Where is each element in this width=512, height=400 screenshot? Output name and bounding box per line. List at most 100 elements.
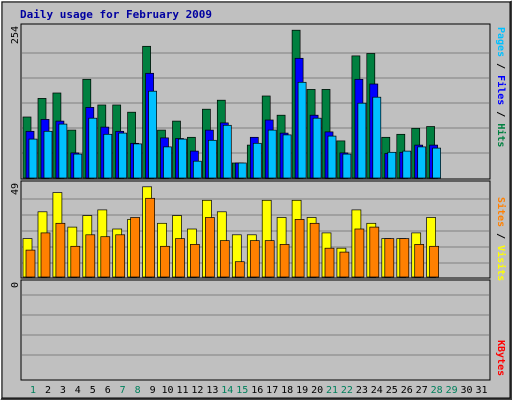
day-label: 29 (446, 385, 458, 396)
day-label: 23 (356, 385, 368, 396)
panel-border (20, 180, 491, 279)
pages-bar (208, 139, 217, 179)
pages-bar (163, 146, 172, 179)
sites-bar (70, 245, 81, 278)
day-label: 28 (431, 385, 443, 396)
sites-bar (85, 234, 96, 278)
day-label: 27 (416, 385, 428, 396)
sites-bar (130, 217, 140, 278)
day-label: 19 (296, 385, 308, 396)
sites-bar (205, 217, 215, 278)
pages-bar (193, 160, 202, 179)
sites-bar (190, 244, 200, 278)
sites-bar (175, 238, 185, 278)
pages-bar (252, 142, 262, 179)
day-label: 26 (401, 385, 413, 396)
legend-entry: / (495, 57, 506, 75)
day-label: 1 (30, 385, 36, 396)
sites-bar (40, 232, 51, 278)
pages-bar (148, 90, 157, 179)
day-label: 7 (120, 385, 126, 396)
pages-bar (73, 153, 83, 179)
day-label: 17 (266, 385, 278, 396)
pages-bar (28, 138, 38, 179)
pages-bar (312, 117, 322, 179)
legend-entry: KBytes (495, 340, 506, 376)
day-label: 3 (60, 385, 66, 396)
sites-bar (429, 245, 439, 278)
day-label: 15 (236, 385, 248, 396)
pages-bar (103, 133, 113, 179)
sites-bar (339, 251, 350, 278)
pages-bar (43, 130, 53, 179)
sites-bar (264, 240, 275, 278)
sites-bar (399, 238, 410, 278)
chart-title: Daily usage for February 2009 (20, 8, 212, 21)
day-label: 20 (311, 385, 323, 396)
sites-bar (294, 219, 305, 278)
day-label: 6 (105, 385, 111, 396)
pages-bar (357, 102, 367, 179)
day-label: 13 (206, 385, 218, 396)
pages-bar (88, 117, 98, 179)
sites-bar (100, 236, 111, 278)
legend-entry: / (495, 227, 506, 245)
sites-bar (160, 245, 170, 278)
day-label: 22 (341, 385, 353, 396)
y-max-label: 0 (10, 282, 21, 288)
sites-bar (324, 247, 335, 278)
day-label: 31 (475, 385, 487, 396)
sites-bar (115, 234, 126, 278)
pages-bar (402, 150, 412, 179)
pages-bar (118, 132, 128, 179)
pages-bar (237, 162, 247, 179)
legend-entry: Pages (495, 27, 506, 57)
day-label: 24 (371, 385, 383, 396)
day-label: 12 (191, 385, 203, 396)
day-label: 11 (176, 385, 188, 396)
pages-bar (222, 124, 232, 179)
series-legend: KBytes (495, 340, 506, 376)
day-label: 30 (460, 385, 472, 396)
panel-border (20, 279, 491, 381)
day-label: 4 (75, 385, 81, 396)
pages-bar (178, 138, 187, 179)
pages-bar (133, 143, 142, 179)
day-label: 18 (281, 385, 293, 396)
pages-bar (372, 96, 382, 179)
pages-bar (387, 151, 397, 179)
legend-entry: Sites (495, 197, 507, 227)
pages-bar (297, 81, 307, 179)
y-max-label: 254 (10, 26, 21, 44)
sites-bar (384, 238, 395, 278)
pages-bar (282, 134, 292, 179)
series-legend: Sites / Visits (495, 197, 507, 281)
series-legend: Pages / Files / Hits (495, 27, 507, 147)
sites-bar (55, 222, 66, 278)
pages-bar (327, 135, 337, 179)
legend-entry: Hits (495, 123, 507, 147)
pages-bar (342, 153, 352, 179)
sites-bar (309, 222, 320, 278)
day-label: 5 (90, 385, 96, 396)
sites-bar (369, 226, 380, 278)
sites-bar (414, 244, 425, 278)
sites-bar (25, 249, 36, 278)
pages-bar (432, 147, 441, 179)
pages-bar (267, 129, 277, 179)
day-label: 25 (386, 385, 398, 396)
chart-bars (22, 29, 441, 278)
x-axis-day-labels: 1 2 3 4 5 6 7 8 9 10 11 12 13 14 15 16 17 18 19 20 21 22 23 24 2… (30, 385, 488, 396)
sites-bar (354, 228, 365, 278)
pages-bar (58, 123, 68, 179)
legend-entry: Files (495, 75, 507, 105)
sites-bar (279, 244, 290, 278)
sites-bar (249, 240, 260, 278)
kbytes-panel: 0 KBytes (10, 279, 506, 381)
day-label: 14 (221, 385, 233, 396)
day-label: 16 (251, 385, 263, 396)
legend-entry: Visits (495, 245, 507, 281)
